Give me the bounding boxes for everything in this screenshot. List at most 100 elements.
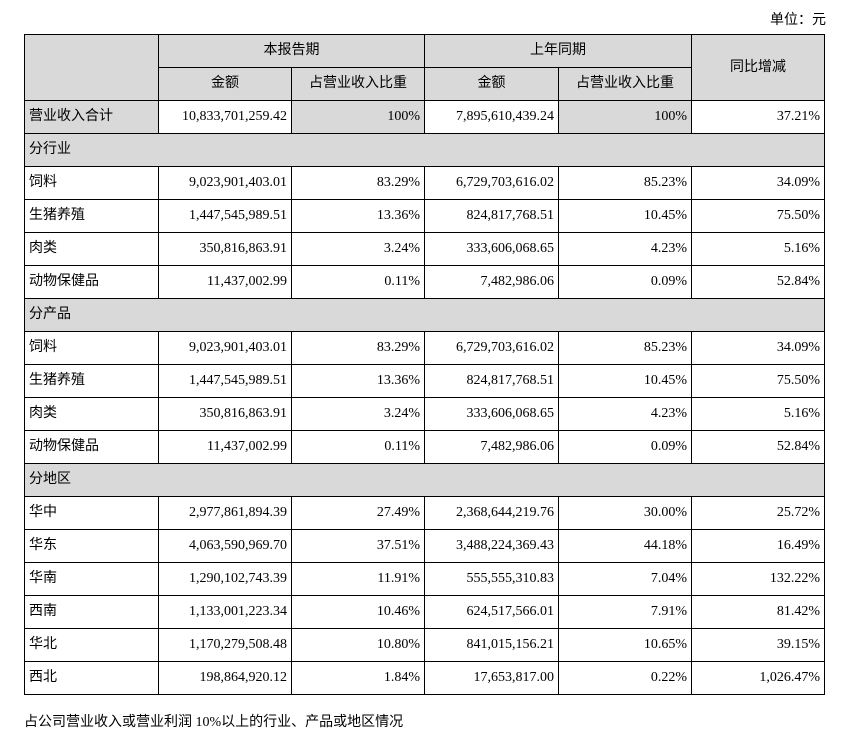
prior-amount: 333,606,068.65 xyxy=(424,397,559,431)
current-ratio: 83.29% xyxy=(291,166,425,200)
current-ratio: 10.46% xyxy=(291,595,425,629)
row-label: 生猪养殖 xyxy=(24,199,159,233)
current-amount: 11,437,002.99 xyxy=(158,265,292,299)
footnote: 占公司营业收入或营业利润 10%以上的行业、产品或地区情况 xyxy=(24,715,404,730)
prior-amount: 6,729,703,616.02 xyxy=(424,331,559,365)
total-prior-ratio: 100% xyxy=(558,100,692,134)
yoy-change: 34.09% xyxy=(691,166,825,200)
table-row: 华北 1,170,279,508.48 10.80% 841,015,156.21 10… xyxy=(24,628,825,662)
prior-ratio: 4.23% xyxy=(558,232,692,266)
row-label: 华南 xyxy=(24,562,159,596)
yoy-change: 52.84% xyxy=(691,430,825,464)
header-corner-cell xyxy=(24,34,159,101)
current-amount: 1,133,001,223.34 xyxy=(158,595,292,629)
table-row: 华东 4,063,590,969.70 37.51% 3,488,224,369.43… xyxy=(24,529,825,563)
current-amount: 350,816,863.91 xyxy=(158,232,292,266)
yoy-change: 5.16% xyxy=(691,232,825,266)
yoy-change: 52.84% xyxy=(691,265,825,299)
current-amount: 1,447,545,989.51 xyxy=(158,364,292,398)
prior-ratio: 30.00% xyxy=(558,496,692,530)
row-label: 动物保健品 xyxy=(24,265,159,299)
total-label: 营业收入合计 xyxy=(24,100,159,134)
row-label: 西北 xyxy=(24,661,159,695)
table-row: 饲料 9,023,901,403.01 83.29% 6,729,703,616.02… xyxy=(24,331,825,365)
row-label: 生猪养殖 xyxy=(24,364,159,398)
current-ratio: 1.84% xyxy=(291,661,425,695)
prior-ratio: 10.45% xyxy=(558,364,692,398)
prior-amount: 7,482,986.06 xyxy=(424,430,559,464)
current-ratio: 0.11% xyxy=(291,265,425,299)
prior-ratio: 0.09% xyxy=(558,430,692,464)
prior-ratio: 7.91% xyxy=(558,595,692,629)
header-current-period: 本报告期 xyxy=(158,34,425,68)
prior-ratio: 0.09% xyxy=(558,265,692,299)
table-row: 西南 1,133,001,223.34 10.46% 624,517,566.01 7.… xyxy=(24,595,825,629)
total-row: 营业收入合计 10,833,701,259.42 100% 7,895,610,… xyxy=(24,100,825,134)
total-current-ratio: 100% xyxy=(291,100,425,134)
yoy-change: 34.09% xyxy=(691,331,825,365)
prior-amount: 6,729,703,616.02 xyxy=(424,166,559,200)
table-row: 生猪养殖 1,447,545,989.51 13.36% 824,817,768.51… xyxy=(24,364,825,398)
row-label: 西南 xyxy=(24,595,159,629)
current-amount: 1,290,102,743.39 xyxy=(158,562,292,596)
row-label: 华北 xyxy=(24,628,159,662)
current-ratio: 11.91% xyxy=(291,562,425,596)
total-yoy-change: 37.21% xyxy=(691,100,825,134)
current-ratio: 13.36% xyxy=(291,364,425,398)
section-header-row: 分产品 xyxy=(24,298,825,332)
row-label: 肉类 xyxy=(24,232,159,266)
yoy-change: 1,026.47% xyxy=(691,661,825,695)
table-row: 动物保健品 11,437,002.99 0.11% 7,482,986.06 0.09%… xyxy=(24,265,825,299)
table-body: 营业收入合计 10,833,701,259.42 100% 7,895,610,… xyxy=(24,100,825,695)
header-yoy-change: 同比增减 xyxy=(691,34,825,101)
current-ratio: 27.49% xyxy=(291,496,425,530)
section-title: 分产品 xyxy=(24,298,825,332)
prior-ratio: 4.23% xyxy=(558,397,692,431)
current-amount: 9,023,901,403.01 xyxy=(158,331,292,365)
row-label: 饲料 xyxy=(24,331,159,365)
prior-ratio: 10.45% xyxy=(558,199,692,233)
section-title: 分地区 xyxy=(24,463,825,497)
row-label: 饲料 xyxy=(24,166,159,200)
revenue-table: 本报告期 上年同期 同比增减 金额 占营业收入比重 金额 占营业收入比重 营业收… xyxy=(24,34,825,695)
current-ratio: 10.80% xyxy=(291,628,425,662)
header-prior-amount: 金额 xyxy=(424,67,559,101)
current-ratio: 83.29% xyxy=(291,331,425,365)
header-row-sub: 金额 占营业收入比重 金额 占营业收入比重 xyxy=(25,67,825,101)
current-amount: 11,437,002.99 xyxy=(158,430,292,464)
header-current-amount: 金额 xyxy=(158,67,292,101)
prior-amount: 7,482,986.06 xyxy=(424,265,559,299)
section-title: 分行业 xyxy=(24,133,825,167)
yoy-change: 25.72% xyxy=(691,496,825,530)
prior-amount: 17,653,817.00 xyxy=(424,661,559,695)
current-amount: 2,977,861,894.39 xyxy=(158,496,292,530)
table-row: 动物保健品 11,437,002.99 0.11% 7,482,986.06 0.09%… xyxy=(24,430,825,464)
prior-amount: 824,817,768.51 xyxy=(424,364,559,398)
row-label: 华中 xyxy=(24,496,159,530)
prior-amount: 555,555,310.83 xyxy=(424,562,559,596)
header-prior-ratio: 占营业收入比重 xyxy=(558,67,692,101)
yoy-change: 16.49% xyxy=(691,529,825,563)
total-current-amount: 10,833,701,259.42 xyxy=(158,100,292,134)
yoy-change: 132.22% xyxy=(691,562,825,596)
current-amount: 4,063,590,969.70 xyxy=(158,529,292,563)
prior-ratio: 85.23% xyxy=(558,331,692,365)
unit-label: 单位：元 xyxy=(770,13,826,28)
prior-ratio: 7.04% xyxy=(558,562,692,596)
row-label: 华东 xyxy=(24,529,159,563)
section-header-row: 分地区 xyxy=(24,463,825,497)
current-amount: 1,447,545,989.51 xyxy=(158,199,292,233)
current-amount: 198,864,920.12 xyxy=(158,661,292,695)
prior-amount: 2,368,644,219.76 xyxy=(424,496,559,530)
current-ratio: 0.11% xyxy=(291,430,425,464)
current-amount: 9,023,901,403.01 xyxy=(158,166,292,200)
yoy-change: 5.16% xyxy=(691,397,825,431)
yoy-change: 75.50% xyxy=(691,199,825,233)
table-row: 生猪养殖 1,447,545,989.51 13.36% 824,817,768.51… xyxy=(24,199,825,233)
current-ratio: 13.36% xyxy=(291,199,425,233)
header-row-top: 本报告期 上年同期 同比增减 xyxy=(24,34,825,101)
header-current-ratio: 占营业收入比重 xyxy=(291,67,425,101)
yoy-change: 39.15% xyxy=(691,628,825,662)
yoy-change: 81.42% xyxy=(691,595,825,629)
table-row: 华中 2,977,861,894.39 27.49% 2,368,644,219.76… xyxy=(24,496,825,530)
